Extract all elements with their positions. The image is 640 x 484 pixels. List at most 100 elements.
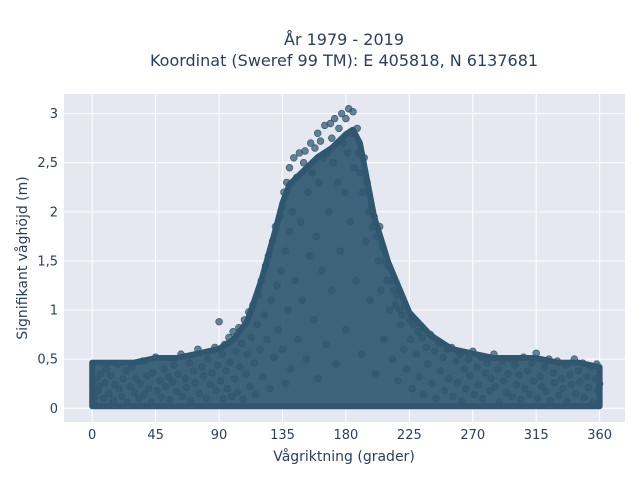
scatter-point xyxy=(301,147,309,155)
scatter-point xyxy=(391,301,399,309)
scatter-point xyxy=(407,335,415,344)
scatter-point xyxy=(387,276,395,285)
scatter-point xyxy=(473,363,481,371)
x-tick-label: 135 xyxy=(270,428,295,443)
scatter-point xyxy=(219,394,228,403)
scatter-point xyxy=(328,134,336,142)
scatter-point xyxy=(460,365,468,373)
scatter-point xyxy=(208,369,216,377)
scatter-point xyxy=(311,144,319,152)
scatter-point xyxy=(149,369,157,377)
scatter-point xyxy=(305,252,313,260)
scatter-point xyxy=(405,316,413,324)
scatter-point xyxy=(273,281,281,290)
scatter-point xyxy=(346,218,354,226)
scatter-point xyxy=(278,203,287,211)
scatter-point xyxy=(285,164,294,172)
scatter-point xyxy=(566,371,574,379)
scatter-point xyxy=(213,361,222,369)
scatter-point xyxy=(550,379,559,387)
y-tick-labels: 0 0,5 1 1,5 2 2,5 3 xyxy=(37,107,58,417)
scatter-point xyxy=(109,396,118,405)
scatter-point xyxy=(191,379,199,387)
scatter-point xyxy=(356,168,364,177)
scatter-point xyxy=(563,397,571,406)
scatter-point xyxy=(130,388,139,397)
scatter-point xyxy=(336,247,344,255)
scatter-point xyxy=(182,383,191,392)
scatter-point xyxy=(538,382,546,391)
scatter-point xyxy=(339,139,347,147)
scatter-point xyxy=(190,367,198,375)
scatter-point xyxy=(335,124,343,133)
point-cloud xyxy=(89,126,603,410)
scatter-point xyxy=(588,398,597,407)
scatter-point xyxy=(440,386,449,395)
scatter-point xyxy=(445,375,453,383)
scatter-point xyxy=(483,359,491,367)
scatter-point xyxy=(314,129,322,138)
scatter-point xyxy=(369,222,377,231)
scatter-point xyxy=(347,129,356,138)
scatter-point xyxy=(464,355,473,363)
scatter-point xyxy=(466,372,474,380)
scatter-point xyxy=(247,333,256,342)
scatter-point xyxy=(202,394,211,403)
scatter-point xyxy=(567,381,576,389)
scatter-point xyxy=(266,384,274,393)
scatter-point xyxy=(151,353,160,361)
scatter-point xyxy=(557,375,566,383)
x-tick-label: 225 xyxy=(397,428,422,443)
x-tick-label: 0 xyxy=(88,428,96,443)
scatter-point xyxy=(529,377,538,385)
scatter-point xyxy=(264,252,273,260)
scatter-point xyxy=(177,350,185,358)
y-tick-label: 0 xyxy=(50,402,58,417)
x-tick-label: 45 xyxy=(147,428,164,443)
scatter-point xyxy=(371,370,380,378)
scatter-point xyxy=(318,267,326,275)
scatter-point xyxy=(314,375,322,383)
scatter-point xyxy=(359,188,367,196)
scatter-point xyxy=(101,379,109,387)
scatter-point xyxy=(268,237,277,246)
scatter-point xyxy=(595,380,604,388)
scatter-point xyxy=(462,384,470,393)
scatter-point xyxy=(277,267,285,275)
scatter-point xyxy=(89,399,98,407)
scatter-point xyxy=(230,375,239,383)
scatter-point xyxy=(323,149,332,157)
scatter-point xyxy=(422,343,430,352)
scatter-point xyxy=(385,306,394,314)
scatter-point xyxy=(199,372,208,380)
scatter-point xyxy=(494,365,502,373)
scatter-point xyxy=(259,373,267,381)
scatter-point xyxy=(211,343,219,352)
y-tick-label: 0,5 xyxy=(37,353,58,368)
scatter-point xyxy=(415,373,423,381)
scatter-point xyxy=(380,335,388,344)
scatter-point xyxy=(153,386,161,395)
scatter-point xyxy=(384,262,392,270)
scatter-point xyxy=(519,353,528,361)
scatter-point xyxy=(435,339,443,348)
scatter-point xyxy=(99,394,108,403)
x-tick-label: 270 xyxy=(460,428,485,443)
scatter-point xyxy=(102,365,111,373)
scatter-point xyxy=(235,324,243,332)
scatter-point xyxy=(132,375,140,383)
scatter-point xyxy=(226,358,235,366)
scatter-point xyxy=(491,382,499,391)
scatter-point xyxy=(474,381,483,389)
scatter-point xyxy=(164,373,173,381)
point-density-area xyxy=(89,126,603,410)
scatter-point xyxy=(270,353,278,361)
scatter-point xyxy=(363,178,371,187)
scatter-point xyxy=(478,394,487,403)
chart-subtitle: Koordinat (Sweref 99 TM): E 405818, N 61… xyxy=(150,51,538,70)
scatter-point xyxy=(123,398,132,407)
scatter-point xyxy=(338,109,346,118)
scatter-point xyxy=(299,159,308,167)
scatter-point xyxy=(316,137,325,145)
